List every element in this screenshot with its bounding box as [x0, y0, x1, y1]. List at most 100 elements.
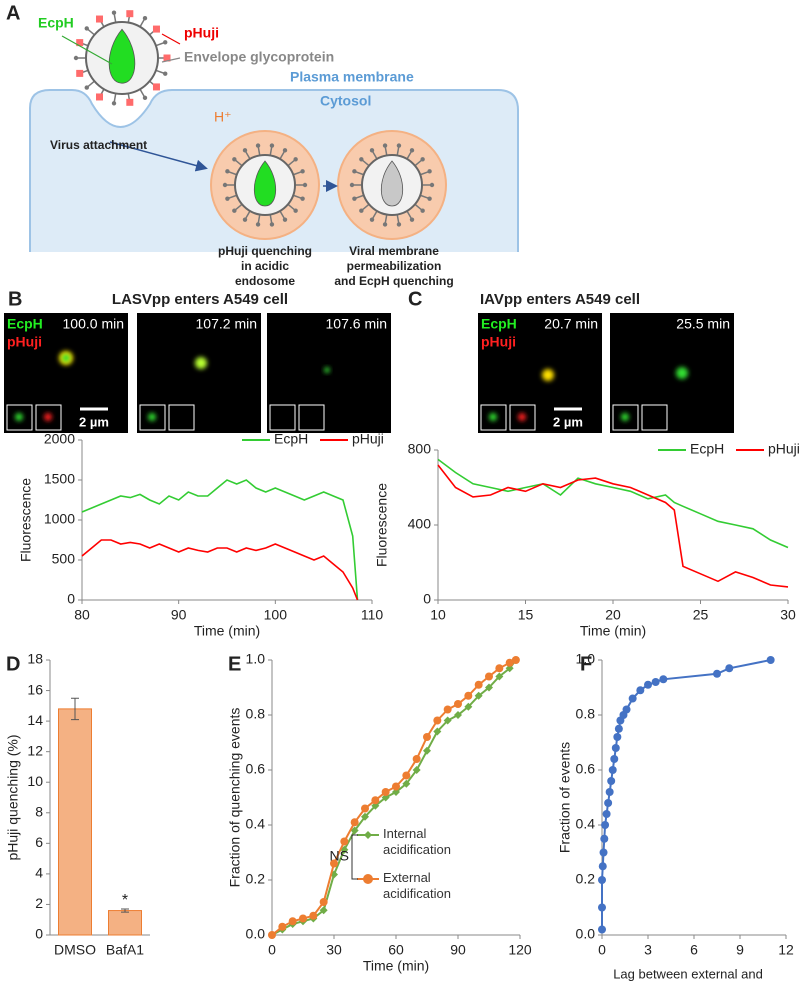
spot — [518, 413, 526, 421]
marker — [402, 779, 411, 788]
marker — [713, 669, 721, 678]
spike — [371, 150, 378, 160]
cell-cut — [28, 252, 522, 262]
marker — [433, 716, 442, 725]
spike — [139, 88, 146, 98]
spike-head — [163, 71, 168, 76]
frame-time: 107.2 min — [196, 316, 257, 332]
spike-head — [142, 15, 148, 21]
spike — [269, 214, 273, 224]
phuji-tag — [76, 39, 84, 47]
spike-head — [293, 208, 298, 213]
x-tick-label: 100 — [264, 607, 288, 623]
marker — [319, 906, 328, 915]
inset — [641, 404, 668, 431]
spike-head — [269, 143, 275, 148]
spike — [396, 146, 400, 156]
x-tick-label: 25 — [693, 607, 709, 623]
marker — [423, 746, 431, 755]
spike-head — [269, 222, 275, 227]
marker — [628, 694, 637, 703]
marker — [485, 683, 493, 692]
legend-label: External acidification — [383, 870, 451, 901]
x-tick-label: 120 — [508, 942, 532, 958]
arrow — [109, 141, 208, 172]
marker — [392, 782, 400, 791]
legend-label: pHuji — [352, 431, 384, 447]
legend-label: pHuji — [768, 441, 800, 457]
annotation: NS — [330, 848, 349, 864]
spike — [228, 194, 238, 200]
core — [108, 28, 136, 84]
y-tick-label: 0.8 — [576, 706, 596, 722]
bar — [58, 708, 92, 936]
spike-head — [420, 208, 425, 213]
y-tick-label: 500 — [52, 551, 76, 567]
marker — [651, 678, 660, 686]
spot — [324, 367, 330, 373]
micrograph — [610, 313, 734, 433]
x-axis-label: internal acidification (min) — [614, 984, 761, 986]
spike-head — [282, 217, 288, 222]
y-tick-label: 0.0 — [576, 926, 596, 942]
error-bar — [121, 908, 129, 913]
spike-head — [420, 157, 425, 162]
spike — [287, 159, 296, 167]
spike-head — [359, 208, 364, 213]
step-caption: Viral membrane — [349, 244, 439, 258]
bar — [108, 910, 142, 936]
marker — [601, 821, 610, 829]
y-tick-label: 0.6 — [576, 761, 596, 777]
spike-head — [349, 182, 355, 188]
marker — [659, 675, 668, 684]
spike-head — [242, 217, 248, 222]
x-tick-label: 6 — [690, 942, 698, 958]
marker — [361, 804, 369, 813]
spot — [676, 367, 688, 379]
marker — [599, 848, 608, 857]
x-tick-label: DMSO — [54, 942, 96, 958]
spike — [361, 203, 370, 211]
endosome-virus — [349, 143, 435, 227]
ecph-label: EcpH — [38, 15, 74, 31]
spike-head — [352, 196, 357, 201]
spike — [419, 170, 429, 176]
marker — [371, 801, 380, 810]
y-tick-label: 2 — [35, 895, 43, 911]
frame-time: 20.7 min — [544, 316, 598, 332]
y-tick-label: 6 — [35, 834, 43, 850]
spike — [257, 146, 261, 156]
y-axis-label: Fluorescence — [18, 478, 34, 562]
inset — [35, 404, 62, 431]
marker — [350, 818, 359, 827]
spike — [384, 146, 388, 156]
proton-label: H⁺ — [214, 109, 232, 125]
spike — [384, 214, 388, 224]
micrograph — [4, 313, 128, 433]
spike-head — [84, 85, 89, 90]
marker — [622, 705, 631, 714]
marker — [600, 834, 609, 843]
x-tick-label: 30 — [326, 942, 342, 958]
channel-label: EcpH — [481, 316, 517, 332]
glycoprotein-label: Envelope glycoprotein — [184, 49, 334, 65]
spike-head — [359, 157, 364, 162]
inset — [168, 404, 195, 431]
spike-head — [427, 169, 432, 174]
spike-head — [232, 157, 237, 162]
marker — [371, 796, 380, 805]
spike-head — [409, 148, 415, 153]
x-tick-label: BafA1 — [106, 942, 144, 958]
x-axis-label: Time (min) — [363, 958, 429, 974]
endosome-virus — [222, 143, 308, 227]
spike — [419, 194, 429, 200]
series-line — [601, 659, 771, 930]
x-tick-label: 110 — [361, 607, 384, 623]
marker — [474, 691, 483, 700]
frame-time: 107.6 min — [326, 316, 387, 332]
inset — [612, 404, 639, 431]
y-tick-label: 0.2 — [246, 871, 266, 887]
spike-head — [396, 143, 402, 148]
marker — [464, 702, 473, 711]
marker — [644, 680, 652, 689]
